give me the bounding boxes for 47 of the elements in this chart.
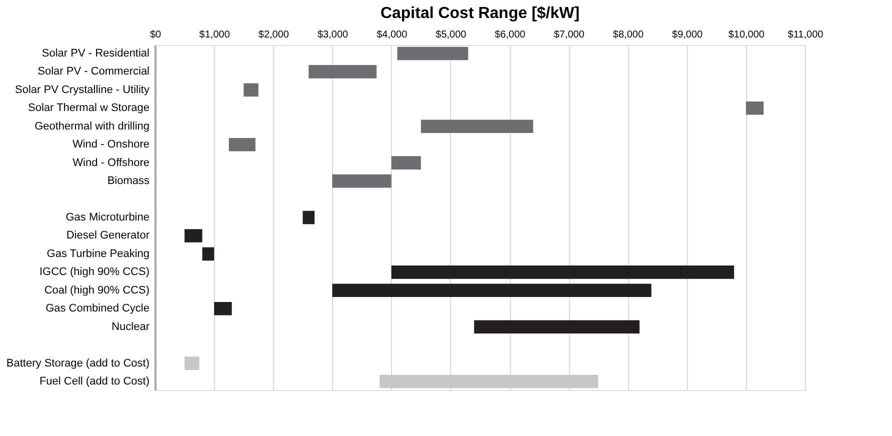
bar	[391, 156, 421, 170]
y-tick-label: Gas Microturbine	[66, 212, 150, 224]
y-tick-label: Solar PV - Commercial	[38, 66, 150, 78]
x-tick-label: $0	[150, 30, 162, 40]
bar	[397, 46, 468, 60]
x-tick-label: $5,000	[436, 30, 467, 40]
y-tick-label: Gas Turbine Peaking	[46, 248, 150, 260]
y-tick-label: Fuel Cell (add to Cost)	[39, 376, 150, 388]
bar	[184, 356, 200, 370]
x-tick-label: $2,000	[258, 30, 290, 40]
y-tick-label: Solar Thermal w Storage	[28, 102, 150, 114]
bar	[244, 83, 258, 97]
bar	[202, 247, 214, 261]
y-tick-label: Wind - Offshore	[72, 156, 150, 169]
x-tick-label: $10,000	[728, 30, 765, 40]
x-tick-label: $6,000	[494, 30, 526, 40]
bar	[308, 65, 377, 78]
bar	[420, 120, 534, 134]
y-tick-label: Gas Combined Cycle	[46, 302, 150, 315]
y-tick-label: Nuclear	[112, 320, 150, 333]
y-tick-label: IGCC (high 90% CCS)	[39, 266, 150, 278]
bar	[214, 302, 232, 316]
y-tick-label: Battery Storage (add to Cost)	[6, 357, 150, 370]
y-tick-label: Diesel Generator	[66, 230, 150, 242]
x-tick-label: $11,000	[788, 30, 824, 40]
y-tick-label: Geothermal with drilling	[34, 120, 150, 132]
x-tick-label: $8,000	[612, 30, 644, 40]
y-tick-label: Solar PV Crystalline - Utility	[15, 84, 150, 96]
x-tick-label: $7,000	[554, 30, 585, 40]
x-tick-label: $9,000	[672, 30, 704, 40]
y-tick-label: Solar PV - Residential	[42, 47, 150, 60]
bar	[184, 229, 202, 242]
x-tick-label: $3,000	[317, 30, 348, 40]
y-tick-label: Biomass	[107, 175, 150, 188]
y-tick-label: Wind - Onshore	[72, 138, 150, 151]
bar	[380, 374, 598, 388]
bar	[302, 210, 315, 224]
x-tick-label: $4,000	[376, 30, 408, 40]
chart-title: Capital Cost Range [$/kW]	[380, 5, 580, 22]
bar	[746, 102, 764, 115]
bar	[228, 138, 256, 152]
bar	[391, 266, 734, 279]
bar	[474, 320, 640, 334]
x-tick-label: $1,000	[199, 30, 230, 40]
y-tick-label: Coal (high 90% CCS)	[44, 284, 150, 296]
bar	[332, 174, 392, 188]
bar	[332, 284, 652, 298]
